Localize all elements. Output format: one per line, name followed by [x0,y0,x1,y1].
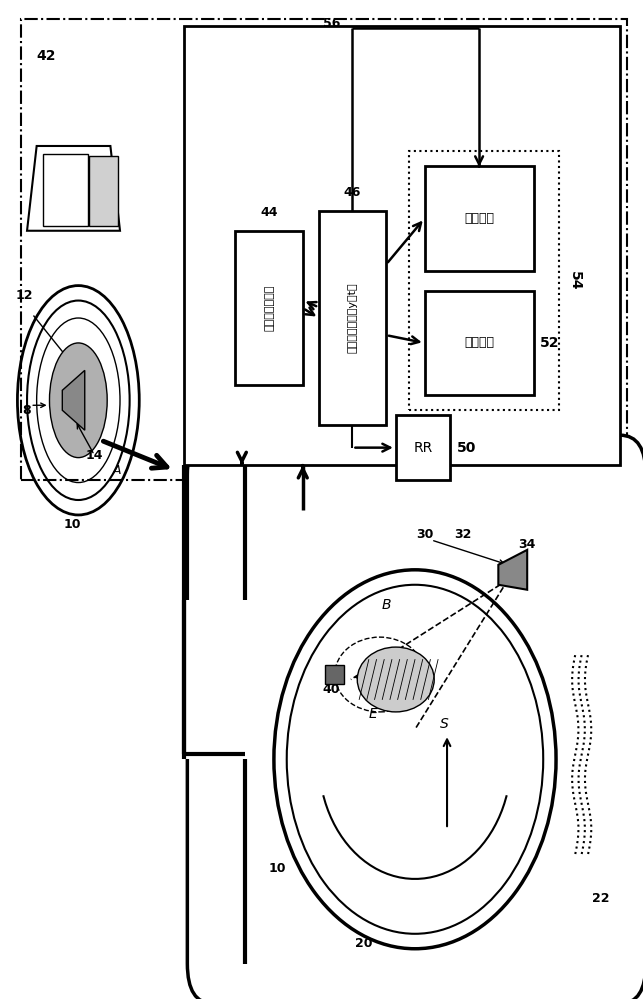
Bar [181,600,258,759]
Bar [396,415,450,480]
Text: 42: 42 [37,49,56,63]
Text: 阴影边缘对时间y（t）: 阴影边缘对时间y（t） [348,283,357,353]
Text: 呼吸门控: 呼吸门控 [464,336,494,349]
Text: 阴影边缘检测器: 阴影边缘检测器 [264,285,274,331]
Text: 30: 30 [416,528,433,541]
Text: 10: 10 [269,862,286,875]
Text: 46: 46 [344,186,361,199]
Text: A: A [113,464,121,477]
Text: 10: 10 [63,518,80,531]
Text: 屏气间隔: 屏气间隔 [464,212,494,225]
Bar [69,410,85,430]
Text: 44: 44 [260,206,278,219]
Text: 32: 32 [455,528,472,541]
Bar [424,166,534,271]
Text: B: B [381,598,391,612]
Text: 14: 14 [86,449,103,462]
Bar [325,665,345,684]
Bar [424,291,534,395]
Polygon shape [498,550,527,590]
Polygon shape [43,154,88,226]
Polygon shape [62,370,85,430]
Text: 20: 20 [355,937,372,950]
Text: RR: RR [413,441,433,455]
Ellipse shape [50,343,107,458]
FancyBboxPatch shape [187,435,644,1000]
Text: 40: 40 [323,683,341,696]
Bar [184,26,620,465]
Bar [69,365,85,390]
Polygon shape [90,156,118,226]
Text: 34: 34 [518,538,536,551]
Text: 56: 56 [323,17,340,30]
Text: 50: 50 [457,441,476,455]
Bar [319,211,386,425]
Ellipse shape [357,647,434,712]
Text: S: S [439,717,448,731]
Bar [408,151,559,410]
Bar [100,183,106,195]
Text: 8: 8 [23,404,32,417]
Text: E: E [369,707,377,721]
Bar [236,231,303,385]
Text: 52: 52 [540,336,560,350]
Bar [21,19,627,480]
Text: 54: 54 [568,271,582,290]
Polygon shape [27,146,120,231]
Text: 22: 22 [592,892,610,905]
Text: 12: 12 [15,289,33,302]
